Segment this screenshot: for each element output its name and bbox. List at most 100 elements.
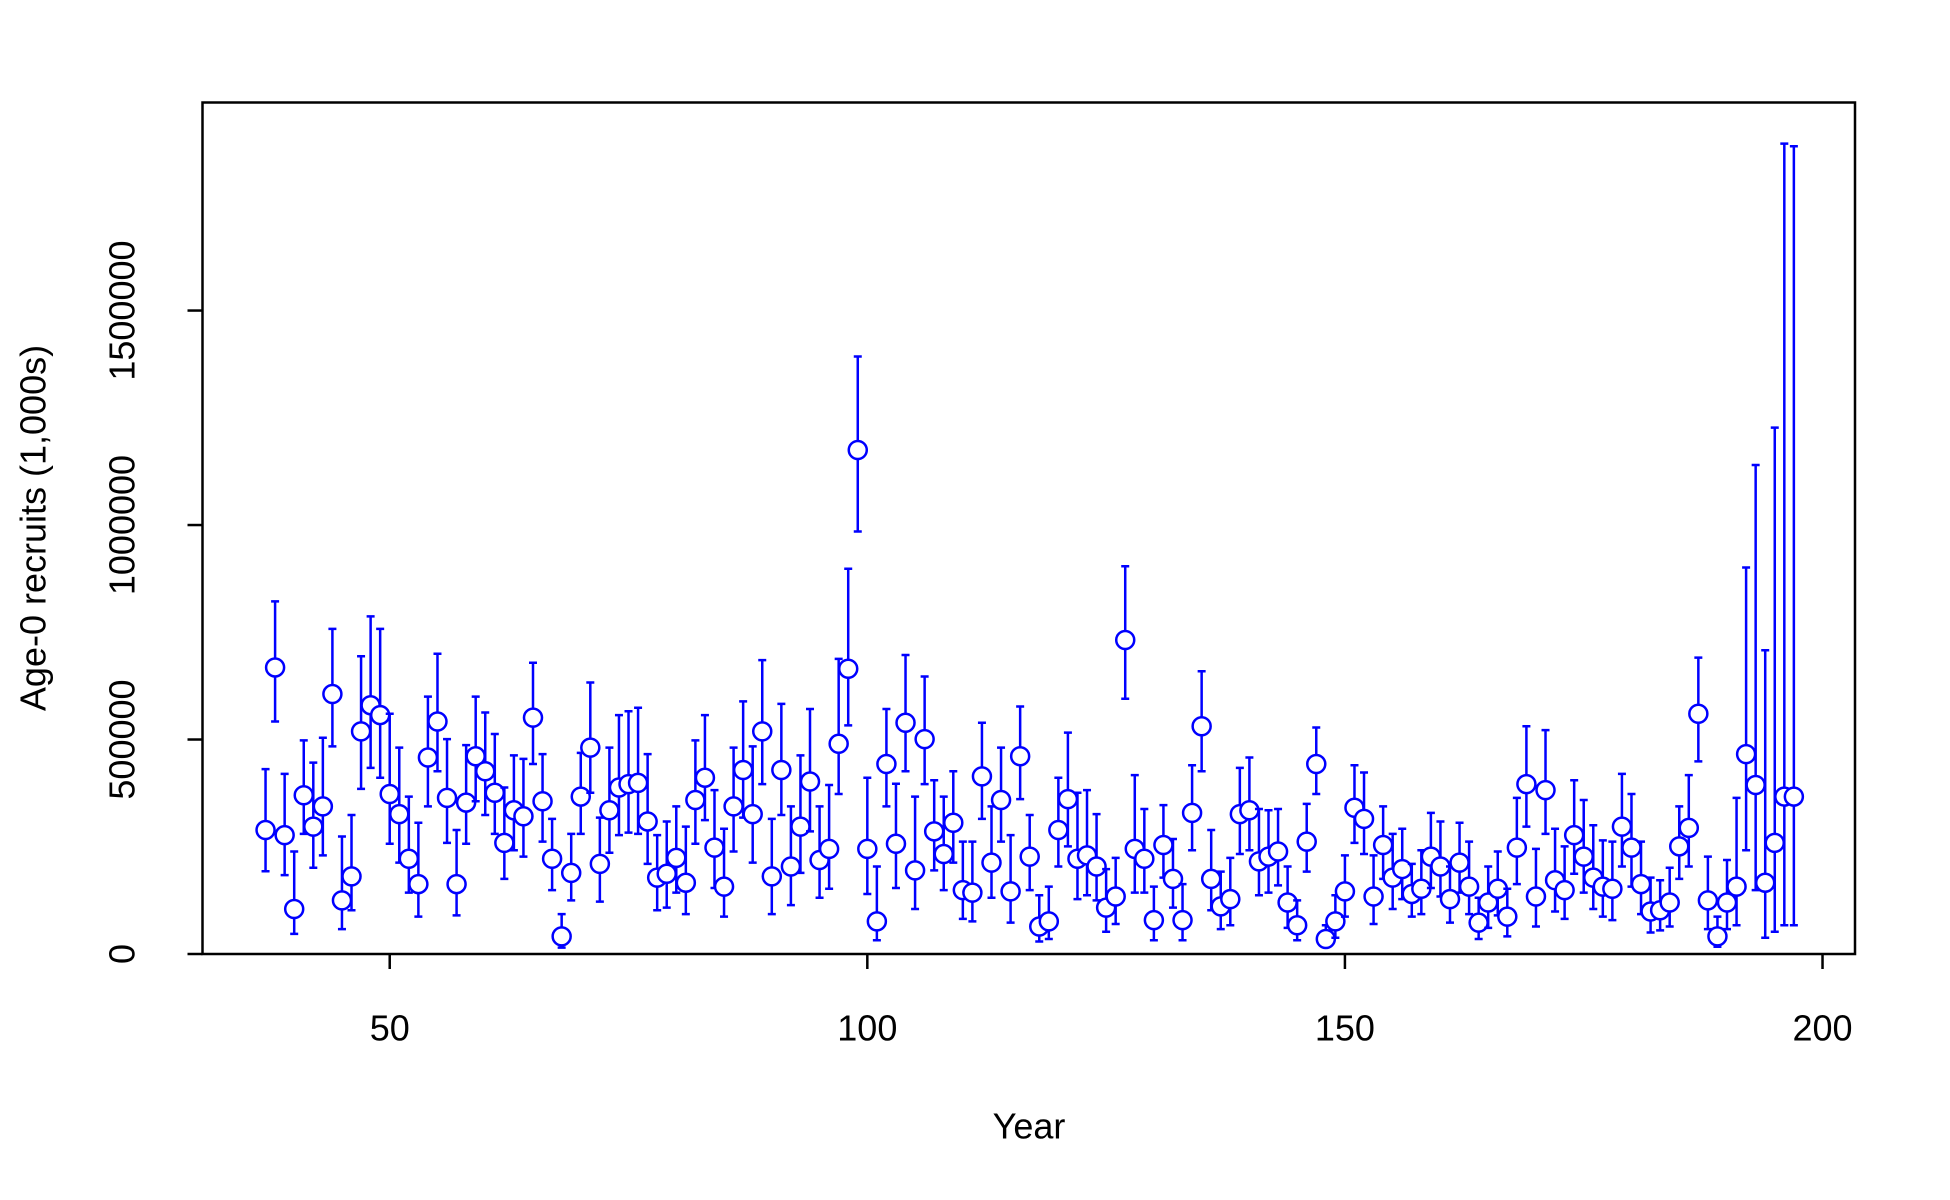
- point: [312, 796, 334, 817]
- error-bar: [385, 712, 394, 846]
- point: [1525, 886, 1547, 907]
- point: [1286, 915, 1308, 936]
- point: [369, 704, 391, 726]
- point: [1239, 800, 1260, 821]
- point: [1162, 868, 1184, 890]
- point: [866, 911, 888, 932]
- point: [532, 791, 553, 812]
- point: [713, 876, 735, 897]
- point: [818, 838, 840, 860]
- point: [522, 707, 544, 728]
- error-bar: [911, 795, 920, 911]
- point: [1735, 743, 1757, 765]
- point: [1277, 892, 1298, 913]
- point: [895, 712, 916, 734]
- point: [1143, 909, 1165, 931]
- point: [1086, 856, 1107, 877]
- point: [751, 721, 773, 742]
- point: [283, 898, 305, 920]
- error-bar: [414, 821, 423, 918]
- point: [914, 728, 935, 750]
- point: [771, 759, 792, 781]
- point: [675, 872, 697, 894]
- point: [1697, 890, 1719, 911]
- error-bar: [796, 754, 805, 875]
- point: [923, 821, 945, 842]
- point: [1688, 703, 1709, 725]
- point: [1659, 892, 1680, 913]
- error-bar: [1742, 566, 1751, 852]
- point: [1535, 779, 1556, 801]
- point: [1745, 774, 1766, 796]
- error-bar: [1006, 833, 1015, 924]
- point: [1678, 817, 1700, 839]
- point: [1707, 926, 1728, 947]
- point: [379, 783, 400, 805]
- error-bar: [1751, 463, 1760, 892]
- point: [971, 766, 993, 787]
- point: [455, 792, 477, 813]
- error-bar: [452, 828, 461, 917]
- error-bar: [1761, 649, 1770, 939]
- point: [828, 733, 849, 755]
- point: [541, 848, 563, 870]
- point: [599, 800, 620, 821]
- x-tick-label: 200: [1792, 1008, 1852, 1049]
- error-bar: [806, 707, 815, 833]
- point: [1315, 928, 1337, 950]
- point: [1009, 745, 1031, 767]
- error-bar: [624, 709, 633, 834]
- point: [1334, 881, 1356, 902]
- x-tick-label: 100: [837, 1008, 897, 1049]
- point: [1506, 837, 1528, 858]
- point: [1105, 886, 1126, 907]
- point: [1019, 846, 1040, 867]
- point: [1449, 852, 1470, 873]
- point: [904, 860, 926, 881]
- point: [1611, 816, 1633, 837]
- point: [293, 785, 315, 806]
- error-bar: [1083, 788, 1092, 897]
- point: [933, 843, 954, 865]
- error-bar: [376, 627, 385, 779]
- point: [637, 811, 658, 832]
- point: [513, 806, 534, 827]
- point: [943, 812, 964, 833]
- x-axis-title: Year: [993, 1106, 1066, 1147]
- point: [627, 772, 649, 794]
- point: [1296, 831, 1317, 852]
- error-bar: [290, 850, 299, 936]
- error-bar: [834, 657, 843, 796]
- point: [303, 816, 324, 837]
- point: [1439, 888, 1461, 910]
- error-bar: [1589, 824, 1598, 911]
- point: [1458, 876, 1480, 897]
- error-bar: [280, 772, 289, 877]
- point: [1353, 808, 1375, 830]
- error-bar: [863, 776, 872, 896]
- error-bar: [1770, 426, 1779, 933]
- point: [1134, 848, 1155, 870]
- point: [255, 819, 276, 841]
- point: [1764, 832, 1786, 854]
- error-bar: [1130, 773, 1139, 894]
- error-bar: [720, 827, 729, 918]
- point: [427, 711, 448, 732]
- point: [990, 789, 1012, 811]
- error-bar: [309, 761, 318, 870]
- plot-frame: [201, 101, 1857, 956]
- point: [1191, 715, 1212, 737]
- point: [761, 866, 783, 887]
- point: [885, 833, 907, 855]
- error-bar: [968, 840, 977, 923]
- error-bar: [987, 805, 996, 900]
- error-bar: [1073, 791, 1082, 901]
- error-bar: [1789, 145, 1798, 927]
- error-bar: [337, 835, 346, 931]
- point: [417, 747, 439, 768]
- point: [723, 796, 744, 817]
- point: [790, 816, 811, 837]
- point: [398, 848, 420, 870]
